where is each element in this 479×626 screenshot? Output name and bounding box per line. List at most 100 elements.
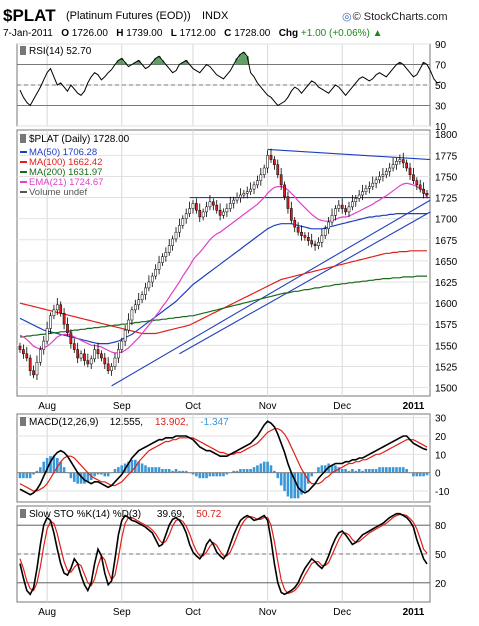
macd-hist-bar-63 bbox=[232, 470, 235, 473]
candle-body-106 bbox=[378, 176, 381, 181]
candle-body-92 bbox=[330, 215, 334, 223]
price-candle-110 bbox=[391, 157, 395, 172]
macd-hist-bar-120 bbox=[425, 472, 429, 476]
price-ytick-1525: 1525 bbox=[435, 362, 458, 373]
price-ytick-1575: 1575 bbox=[435, 320, 458, 331]
price-candle-82 bbox=[296, 222, 300, 236]
price-candle-35 bbox=[137, 292, 141, 310]
candle-body-19 bbox=[83, 353, 86, 361]
macd-hist-bar-90 bbox=[323, 465, 327, 473]
candle-body-85 bbox=[306, 236, 310, 241]
macd-ytick-20: 20 bbox=[435, 432, 447, 443]
macd-hist-bar-10 bbox=[52, 456, 56, 473]
price-candle-93 bbox=[334, 205, 337, 221]
price-candle-106 bbox=[378, 171, 381, 184]
macd-hist-bar-73 bbox=[266, 461, 269, 473]
candle-body-11 bbox=[55, 304, 59, 311]
price-candle-52 bbox=[195, 198, 198, 214]
candle-body-100 bbox=[357, 194, 361, 199]
macd-hist-bar-60 bbox=[222, 472, 225, 477]
price-candle-114 bbox=[405, 159, 408, 172]
price-legend-2: MA(200) 1631.97 bbox=[29, 167, 102, 178]
price-ytick-1750: 1750 bbox=[435, 172, 458, 183]
candle-body-38 bbox=[147, 281, 151, 289]
macd-hist-bar-112 bbox=[398, 467, 402, 473]
macd-hist-bar-113 bbox=[401, 467, 405, 473]
price-candle-2 bbox=[25, 347, 29, 362]
price-candle-70 bbox=[256, 175, 259, 189]
candle-body-111 bbox=[395, 160, 398, 165]
candle-body-109 bbox=[388, 167, 392, 172]
macd-legend-0: MACD(12,26,9) bbox=[29, 417, 98, 428]
price-candle-38 bbox=[147, 275, 151, 292]
price-candle-25 bbox=[103, 352, 107, 369]
candle-body-30 bbox=[120, 340, 124, 350]
candle-body-6 bbox=[39, 349, 42, 363]
candle-body-65 bbox=[239, 194, 242, 198]
price-candle-62 bbox=[228, 196, 232, 212]
price-candle-42 bbox=[161, 253, 164, 266]
price-candle-97 bbox=[347, 201, 351, 217]
macd-hist-bar-109 bbox=[388, 467, 391, 473]
ma200-line bbox=[20, 275, 427, 338]
price-candle-22 bbox=[93, 344, 96, 363]
sto-ytick-50: 50 bbox=[435, 550, 447, 561]
price-candle-6 bbox=[39, 346, 42, 366]
macd-hist-bar-85 bbox=[306, 472, 310, 484]
candle-body-25 bbox=[103, 357, 107, 365]
macd-hist-bar-116 bbox=[412, 472, 415, 477]
macd-hist-bar-61 bbox=[225, 472, 229, 475]
price-candle-102 bbox=[364, 184, 368, 196]
macd-hist-bar-84 bbox=[303, 472, 307, 491]
macd-hist-bar-78 bbox=[283, 472, 286, 491]
open-label: O bbox=[61, 28, 69, 39]
rsi-ytick-50: 50 bbox=[435, 81, 447, 92]
price-candle-104 bbox=[371, 176, 375, 190]
candle-body-69 bbox=[252, 184, 256, 190]
price-candle-73 bbox=[266, 150, 269, 174]
instrument-name: (Platinum Futures (EOD)) bbox=[66, 10, 191, 22]
macd-hist-bar-106 bbox=[378, 467, 381, 473]
macd-hist-bar-8 bbox=[45, 458, 49, 473]
macd-hist-bar-96 bbox=[344, 469, 347, 473]
macd-hist-bar-17 bbox=[76, 472, 79, 484]
candle-body-81 bbox=[293, 220, 297, 228]
price-candle-48 bbox=[181, 215, 185, 229]
candle-body-93 bbox=[334, 208, 337, 216]
candle-body-71 bbox=[259, 174, 263, 181]
candle-body-9 bbox=[49, 315, 52, 329]
macd-hist-bar-28 bbox=[113, 469, 117, 473]
price-candle-57 bbox=[211, 198, 215, 211]
macd-hist-bar-89 bbox=[320, 465, 324, 473]
candle-body-107 bbox=[381, 174, 385, 177]
price-candle-23 bbox=[96, 342, 100, 359]
candle-body-104 bbox=[371, 182, 375, 187]
candle-body-21 bbox=[89, 358, 93, 365]
macd-hist-bar-26 bbox=[106, 472, 110, 477]
price-xlabel-0: Aug bbox=[38, 401, 56, 412]
macd-hist-bar-48 bbox=[181, 470, 185, 473]
macd-hist-bar-0 bbox=[18, 472, 22, 479]
price-legend-title: $PLAT (Daily) 1728.00 bbox=[29, 134, 130, 145]
macd-hist-bar-9 bbox=[49, 456, 52, 473]
macd-hist-bar-81 bbox=[293, 472, 297, 499]
price-candle-60 bbox=[222, 208, 225, 219]
macd-hist-bar-83 bbox=[300, 472, 303, 495]
candle-body-110 bbox=[391, 164, 395, 169]
price-candle-15 bbox=[69, 329, 73, 349]
price-candle-81 bbox=[293, 216, 297, 233]
low-value: 1712.00 bbox=[179, 28, 216, 39]
price-candle-77 bbox=[279, 168, 283, 190]
macd-hist-bar-4 bbox=[32, 472, 35, 475]
price-legend-4: Volume undef bbox=[29, 187, 87, 198]
macd-hist-bar-3 bbox=[28, 472, 32, 479]
price-candle-115 bbox=[408, 162, 412, 180]
candle-body-28 bbox=[113, 357, 117, 367]
candle-body-23 bbox=[96, 349, 100, 355]
candle-body-53 bbox=[198, 209, 202, 218]
candle-body-80 bbox=[289, 208, 293, 221]
price-candle-58 bbox=[215, 200, 219, 214]
sto-ytick-80: 80 bbox=[435, 521, 447, 532]
candle-body-5 bbox=[35, 361, 39, 376]
candle-body-54 bbox=[201, 211, 205, 218]
